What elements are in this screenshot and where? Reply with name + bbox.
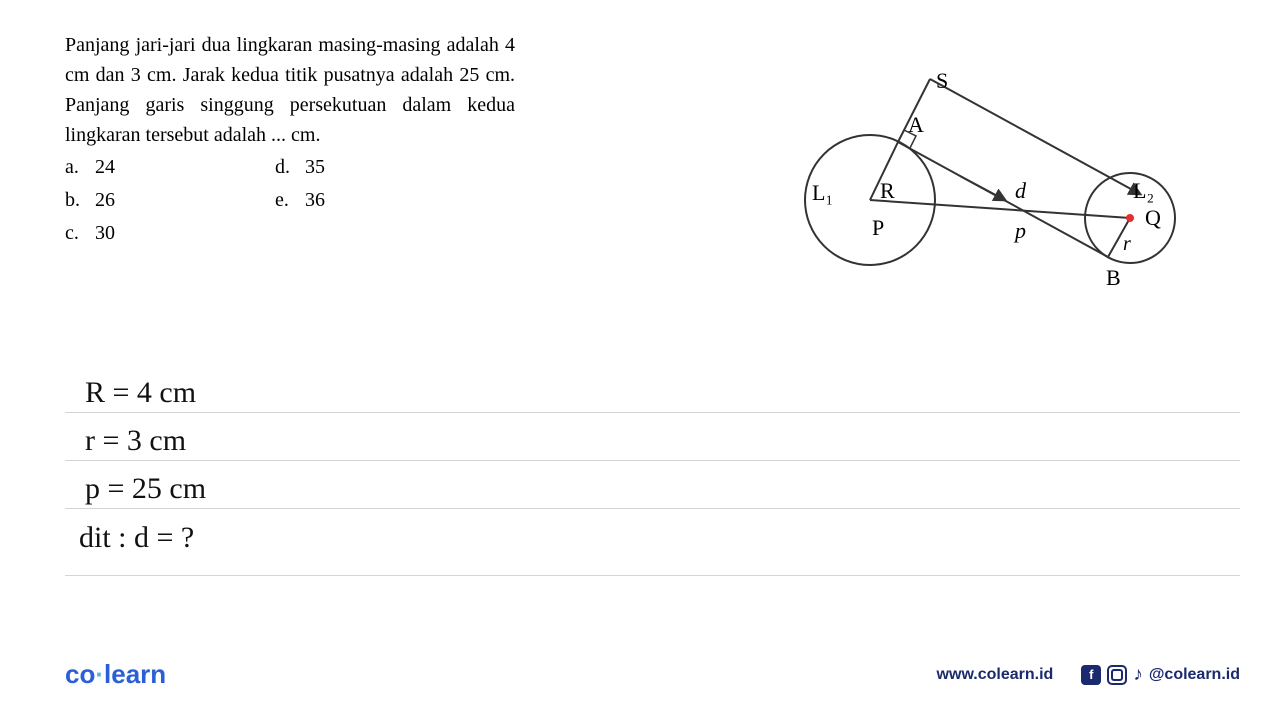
label-p-small: p bbox=[1013, 218, 1026, 243]
choice-c-value: 30 bbox=[95, 222, 155, 245]
choice-b-letter: b. bbox=[65, 189, 95, 212]
logo-learn: learn bbox=[104, 659, 166, 689]
tiktok-icon: ♪ bbox=[1133, 664, 1143, 686]
choice-a-value: 24 bbox=[95, 156, 155, 179]
choices-left: a. 24 b. 26 c. 30 bbox=[65, 156, 275, 245]
label-l2: L₂ bbox=[1133, 178, 1154, 203]
footer-right: www.colearn.id f ♪ @colearn.id bbox=[937, 664, 1240, 686]
choice-d: d. 35 bbox=[275, 156, 365, 179]
choice-c: c. 30 bbox=[65, 222, 275, 245]
label-l1: L₁ bbox=[812, 180, 833, 205]
note-2: r = 3 cm bbox=[85, 424, 186, 458]
note-3: p = 25 cm bbox=[85, 472, 206, 506]
brand-logo: co·learn bbox=[65, 659, 166, 690]
choice-e-letter: e. bbox=[275, 189, 305, 212]
line-p bbox=[870, 200, 1130, 218]
note-row-1: R = 4 cm bbox=[65, 365, 1240, 413]
label-r-small: r bbox=[1123, 233, 1131, 255]
note-row-4: dit : d = ? bbox=[65, 509, 1240, 557]
facebook-icon: f bbox=[1081, 665, 1101, 685]
choice-d-value: 35 bbox=[305, 156, 365, 179]
choice-d-letter: d. bbox=[275, 156, 305, 179]
choice-a: a. 24 bbox=[65, 156, 275, 179]
label-b: B bbox=[1106, 265, 1121, 290]
note-row-5 bbox=[65, 575, 1240, 576]
note-1: R = 4 cm bbox=[85, 376, 196, 410]
arrow-d bbox=[960, 176, 1005, 200]
choice-c-letter: c. bbox=[65, 222, 95, 245]
choice-b-value: 26 bbox=[95, 189, 155, 212]
label-s: S bbox=[936, 70, 948, 93]
choice-b: b. 26 bbox=[65, 189, 275, 212]
note-row-2: r = 3 cm bbox=[65, 413, 1240, 461]
handwritten-notes: R = 4 cm r = 3 cm p = 25 cm dit : d = ? bbox=[65, 365, 1240, 576]
choice-e: e. 36 bbox=[275, 189, 365, 212]
note-row-3: p = 25 cm bbox=[65, 461, 1240, 509]
choice-e-value: 36 bbox=[305, 189, 365, 212]
logo-co: co bbox=[65, 659, 95, 689]
logo-dot: · bbox=[95, 659, 104, 689]
label-a: A bbox=[908, 112, 924, 137]
footer-url: www.colearn.id bbox=[937, 666, 1054, 684]
choices-right: d. 35 e. 36 bbox=[275, 156, 365, 245]
social-icons: f ♪ @colearn.id bbox=[1081, 664, 1240, 686]
point-q bbox=[1126, 214, 1134, 222]
label-q: Q bbox=[1145, 205, 1161, 230]
instagram-icon bbox=[1107, 665, 1127, 685]
question-text: Panjang jari-jari dua lingkaran masing-m… bbox=[65, 30, 515, 150]
footer: co·learn www.colearn.id f ♪ @colearn.id bbox=[65, 659, 1240, 690]
geometry-diagram: S A L₁ R d L₂ P p Q r B bbox=[790, 70, 1200, 300]
label-p-big: P bbox=[872, 215, 884, 240]
label-r-big: R bbox=[880, 178, 895, 203]
choice-a-letter: a. bbox=[65, 156, 95, 179]
note-4: dit : d = ? bbox=[79, 521, 194, 555]
social-handle: @colearn.id bbox=[1149, 666, 1240, 684]
label-d: d bbox=[1015, 178, 1027, 203]
